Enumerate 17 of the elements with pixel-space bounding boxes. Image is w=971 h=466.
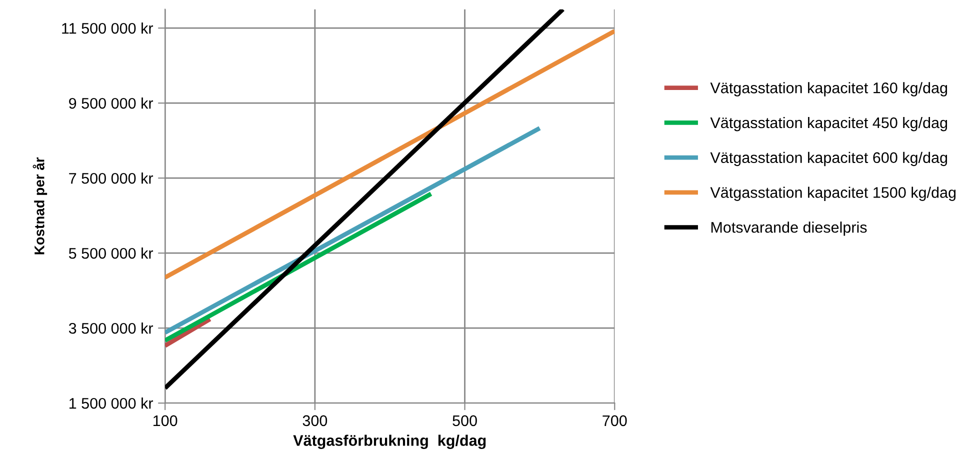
y-axis-title: Kostnad per år — [32, 157, 48, 254]
x-tick-label: 300 — [302, 415, 328, 426]
y-tick-label: 11 500 000 kr — [62, 22, 154, 34]
legend-label: Motsvarande dieselpris — [711, 222, 867, 236]
x-tick-label: 100 — [153, 415, 178, 426]
legend-label: Vätgasstation kapacitet 600 kg/dag — [710, 152, 948, 166]
x-tick-label: 500 — [452, 415, 477, 426]
y-tick-label: 5 500 000 kr — [68, 248, 154, 259]
y-tick-label: 1 500 000 kr — [70, 398, 154, 409]
legend-label: Vätgasstation kapacitet 450 kg/dag — [710, 116, 948, 132]
y-tick-label: 9 500 000 kr — [69, 98, 154, 109]
legend-label: Vätgasstation kapacitet 160 kg/dag — [710, 82, 948, 96]
y-tick-label: 7 500 000 kr — [69, 172, 154, 184]
x-tick-label: 700 — [602, 415, 627, 426]
x-axis-title: Vätgasförbrukning kg/dag — [293, 434, 486, 449]
legend-label: Vätgasstation kapacitet 1500 kg/dag — [710, 186, 956, 201]
y-tick-label: 3 500 000 kr — [68, 322, 154, 334]
